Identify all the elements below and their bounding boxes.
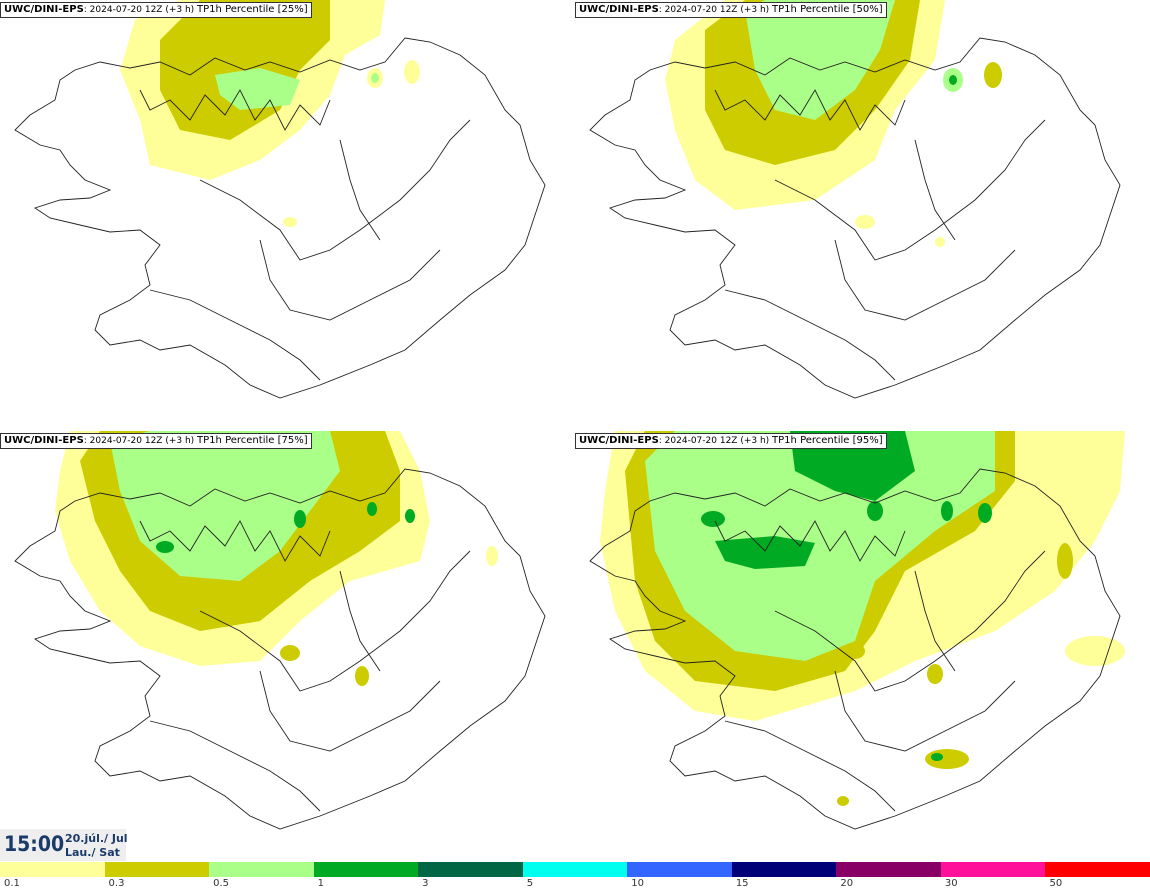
map-panel-25: UWC/DINI-EPS: 2024-07-20 12Z (+3 h) TP1h… [0,0,575,430]
precip-map-50 [589,0,1121,399]
colorbar-tick-label: 0.1 [4,878,20,889]
precip-map-25 [14,0,546,399]
run-info: 2024-07-20 12Z (+3 h) [664,436,770,446]
valid-time-box: 15:00 20.júl./ Jul Lau./ Sat [0,829,128,861]
colorbar-segment [0,862,105,877]
panel-title: UWC/DINI-EPS: 2024-07-20 12Z (+3 h) TP1h… [575,433,887,449]
run-info: 2024-07-20 12Z (+3 h) [89,5,195,15]
map-panel-75: UWC/DINI-EPS: 2024-07-20 12Z (+3 h) TP1h… [0,431,575,861]
colorbar-tick-label: 3 [422,878,429,889]
colorbar-segment [940,862,1046,877]
valid-day: Lau./ Sat [65,846,120,859]
colorbar-segment [522,862,628,877]
colorbar-tick-label: 15 [735,878,749,889]
colorbar-segment [1045,862,1150,877]
colorbar-segment [209,862,314,877]
map-panel-50: UWC/DINI-EPS: 2024-07-20 12Z (+3 h) TP1h… [575,0,1150,430]
valid-time: 15:00 [4,832,65,856]
colorbar-segment [418,862,523,877]
colorbar-tick-label: 0.5 [213,878,229,889]
field-name: TP1h Percentile [25%] [197,4,308,15]
valid-date: 20.júl./ Jul [65,832,128,845]
run-info: 2024-07-20 12Z (+3 h) [89,436,195,446]
precip-map-75 [14,431,546,830]
field-name: TP1h Percentile [75%] [197,435,308,446]
precip-map-95 [589,431,1125,830]
colorbar-tick-label: 20 [840,878,854,889]
colorbar-segment [104,862,210,877]
panel-title: UWC/DINI-EPS: 2024-07-20 12Z (+3 h) TP1h… [0,2,312,18]
colorbar-tick-label: 0.3 [108,878,125,889]
colorbar-tick-label: 5 [526,878,534,889]
map-panel-95: UWC/DINI-EPS: 2024-07-20 12Z (+3 h) TP1h… [575,431,1150,861]
panel-title: UWC/DINI-EPS: 2024-07-20 12Z (+3 h) TP1h… [0,433,312,449]
model-name: UWC/DINI-EPS [579,4,659,15]
model-name: UWC/DINI-EPS [4,4,84,15]
colorbar-segment [627,862,732,877]
model-name: UWC/DINI-EPS [579,435,659,446]
precip-colorbar [0,862,1150,877]
model-name: UWC/DINI-EPS [4,435,84,446]
run-info: 2024-07-20 12Z (+3 h) [664,5,770,15]
colorbar-tick-label: 1 [317,878,324,889]
colorbar-segment [313,862,419,877]
colorbar-ticks: 0.1 0.3 0.5 1 3 5 10 15 20 30 50 [0,877,1150,891]
colorbar-tick-label: 30 [944,878,958,889]
colorbar-segment [836,862,941,877]
field-name: TP1h Percentile [95%] [772,435,883,446]
field-name: TP1h Percentile [50%] [772,4,883,15]
colorbar-tick-label: 50 [1049,878,1063,889]
colorbar-tick-label: 10 [631,878,644,889]
panel-title: UWC/DINI-EPS: 2024-07-20 12Z (+3 h) TP1h… [575,2,887,18]
colorbar-segment [731,862,837,877]
